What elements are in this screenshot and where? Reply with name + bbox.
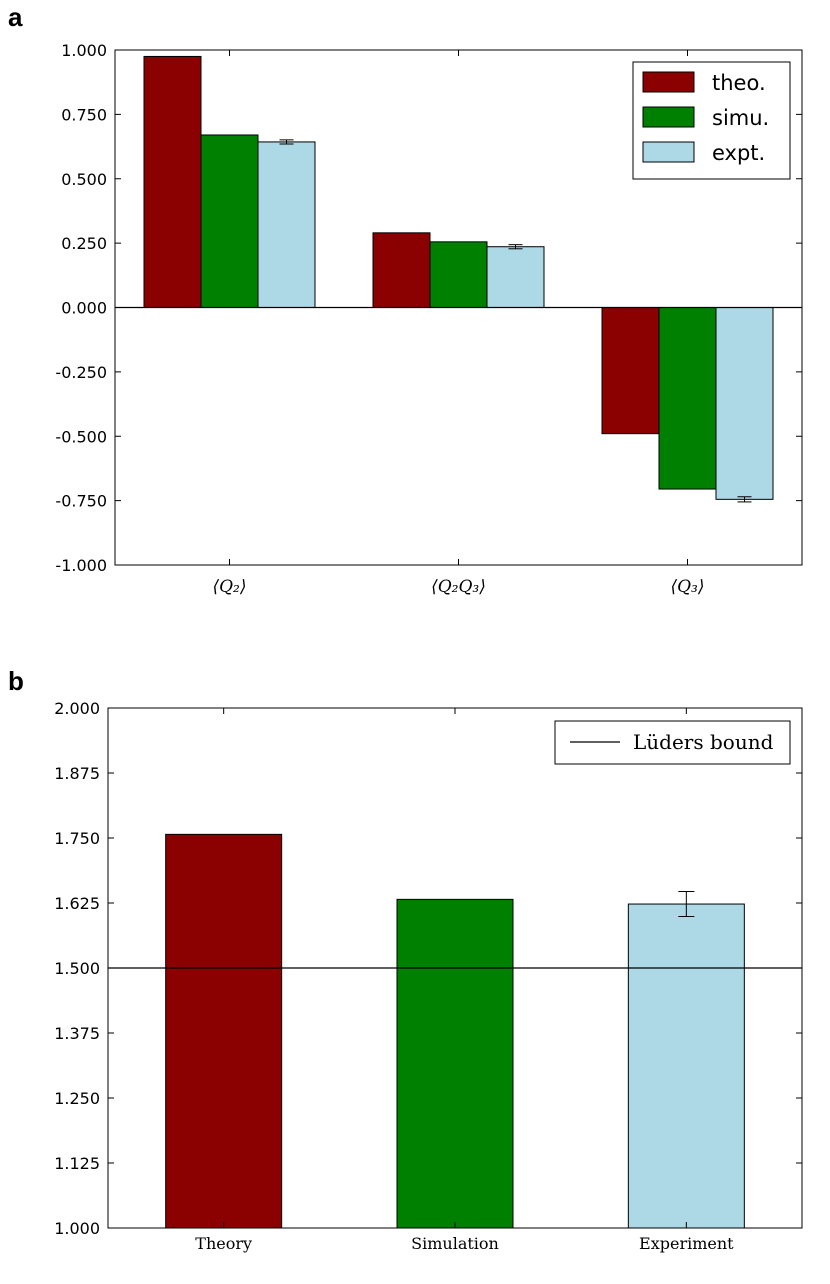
y-tick-label: 1.500	[54, 959, 100, 978]
y-tick-label: -0.500	[55, 427, 107, 446]
y-tick-label: 0.500	[61, 170, 107, 189]
panel-a-letter: a	[8, 2, 23, 32]
legend-swatch	[642, 141, 695, 163]
legend-label: simu.	[712, 106, 769, 130]
y-tick-label: -0.750	[55, 492, 107, 511]
y-tick-label: 0.750	[61, 105, 107, 124]
y-tick-label: 1.000	[61, 41, 107, 60]
x-tick-label: ⟨Q₂Q₃⟩	[431, 577, 486, 597]
bar-simu	[200, 134, 259, 308]
x-tick-label: Experiment	[639, 1234, 734, 1253]
bar-expt	[715, 307, 774, 500]
y-tick-label: 2.000	[54, 699, 100, 718]
legend-swatch	[642, 106, 695, 128]
legend-label: theo.	[712, 71, 766, 95]
bar-theo	[143, 55, 202, 308]
chart-panel-b: 2.000 1.875 1.750 1.625 1.500 1.375 1.250 1.125…	[54, 699, 803, 1253]
bar-simu	[429, 241, 488, 308]
legend-label: expt.	[712, 141, 765, 165]
x-tick-label: Theory	[195, 1234, 252, 1253]
y-tick-label: 0.250	[61, 234, 107, 253]
panel-b-letter: b	[8, 666, 24, 696]
y-tick-label: 1.250	[54, 1089, 100, 1108]
chart-panel-a: 1.000 0.750 0.500 0.250 0.000 -0.250 -0.500 -0.…	[55, 41, 803, 597]
y-tick-label: 1.750	[54, 829, 100, 848]
bar-experiment	[627, 903, 745, 1229]
bar-theo	[372, 232, 431, 308]
bar-theo	[601, 307, 660, 435]
bar-simulation	[396, 898, 514, 1229]
legend-swatch	[642, 71, 695, 93]
y-tick-label: -1.000	[55, 556, 107, 575]
x-tick-label: ⟨Q₂⟩	[212, 577, 246, 597]
bar-simu	[658, 307, 717, 490]
y-tick-label: 1.000	[54, 1219, 100, 1238]
y-tick-label: 1.875	[54, 764, 100, 783]
y-tick-label: 1.375	[54, 1024, 100, 1043]
y-tick-label: -0.250	[55, 363, 107, 382]
bar-expt	[257, 141, 316, 308]
y-tick-label: 1.625	[54, 894, 100, 913]
legend-label: Lüders bound	[633, 730, 774, 754]
bar-theory	[165, 833, 283, 1229]
bar-expt	[486, 246, 545, 308]
x-tick-label: ⟨Q₃⟩	[670, 577, 704, 597]
y-tick-label: 0.000	[61, 299, 107, 318]
y-tick-label: 1.125	[54, 1154, 100, 1173]
x-tick-label: Simulation	[411, 1234, 499, 1253]
